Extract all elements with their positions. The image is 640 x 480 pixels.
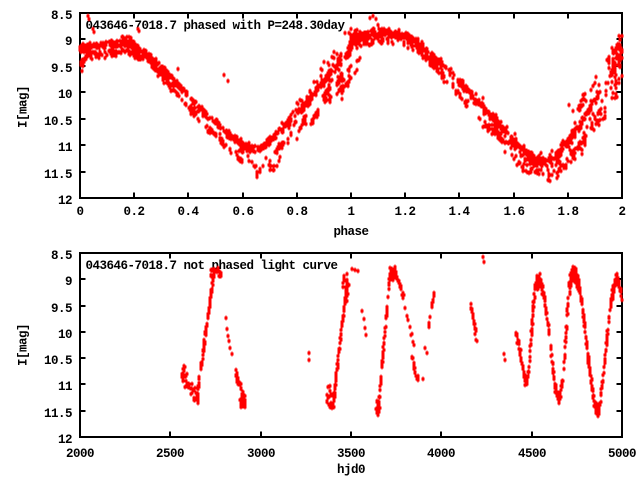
svg-text:9.5: 9.5 bbox=[51, 62, 72, 76]
svg-text:4500: 4500 bbox=[518, 447, 546, 461]
svg-text:12: 12 bbox=[58, 194, 72, 208]
svg-text:1.8: 1.8 bbox=[557, 205, 578, 219]
svg-text:2500: 2500 bbox=[156, 447, 184, 461]
svg-text:0.8: 0.8 bbox=[286, 205, 307, 219]
svg-text:11: 11 bbox=[58, 141, 72, 155]
svg-text:10: 10 bbox=[58, 328, 72, 342]
svg-text:043646-7018.7 phased with P=24: 043646-7018.7 phased with P=248.30day bbox=[86, 19, 346, 33]
svg-text:5000: 5000 bbox=[608, 447, 636, 461]
svg-text:1.6: 1.6 bbox=[503, 205, 524, 219]
svg-text:0: 0 bbox=[76, 205, 83, 219]
svg-text:9: 9 bbox=[65, 35, 72, 49]
svg-text:2: 2 bbox=[618, 205, 625, 219]
svg-text:11.5: 11.5 bbox=[44, 407, 72, 421]
svg-text:1.2: 1.2 bbox=[394, 205, 415, 219]
svg-text:2000: 2000 bbox=[66, 447, 94, 461]
svg-text:8.5: 8.5 bbox=[51, 249, 72, 263]
svg-text:11: 11 bbox=[58, 380, 72, 394]
svg-text:12: 12 bbox=[58, 433, 72, 447]
svg-text:3500: 3500 bbox=[337, 447, 365, 461]
svg-text:10.5: 10.5 bbox=[44, 354, 72, 368]
svg-text:I[mag]: I[mag] bbox=[17, 86, 31, 128]
svg-text:10: 10 bbox=[58, 88, 72, 102]
svg-text:9: 9 bbox=[65, 275, 72, 289]
svg-text:hjd0: hjd0 bbox=[337, 463, 365, 477]
svg-text:1.4: 1.4 bbox=[448, 205, 470, 219]
svg-text:I[mag]: I[mag] bbox=[17, 324, 31, 366]
svg-text:1: 1 bbox=[347, 205, 354, 219]
svg-text:0.2: 0.2 bbox=[123, 205, 144, 219]
svg-text:11.5: 11.5 bbox=[44, 168, 72, 182]
svg-text:9.5: 9.5 bbox=[51, 302, 72, 316]
svg-text:043646-7018.7 not phased light: 043646-7018.7 not phased light curve bbox=[86, 259, 338, 273]
svg-text:3000: 3000 bbox=[247, 447, 275, 461]
svg-text:phase: phase bbox=[333, 225, 368, 239]
svg-text:0.4: 0.4 bbox=[177, 205, 199, 219]
svg-text:10.5: 10.5 bbox=[44, 115, 72, 129]
svg-text:8.5: 8.5 bbox=[51, 9, 72, 23]
svg-text:0.6: 0.6 bbox=[232, 205, 253, 219]
svg-text:4000: 4000 bbox=[427, 447, 455, 461]
